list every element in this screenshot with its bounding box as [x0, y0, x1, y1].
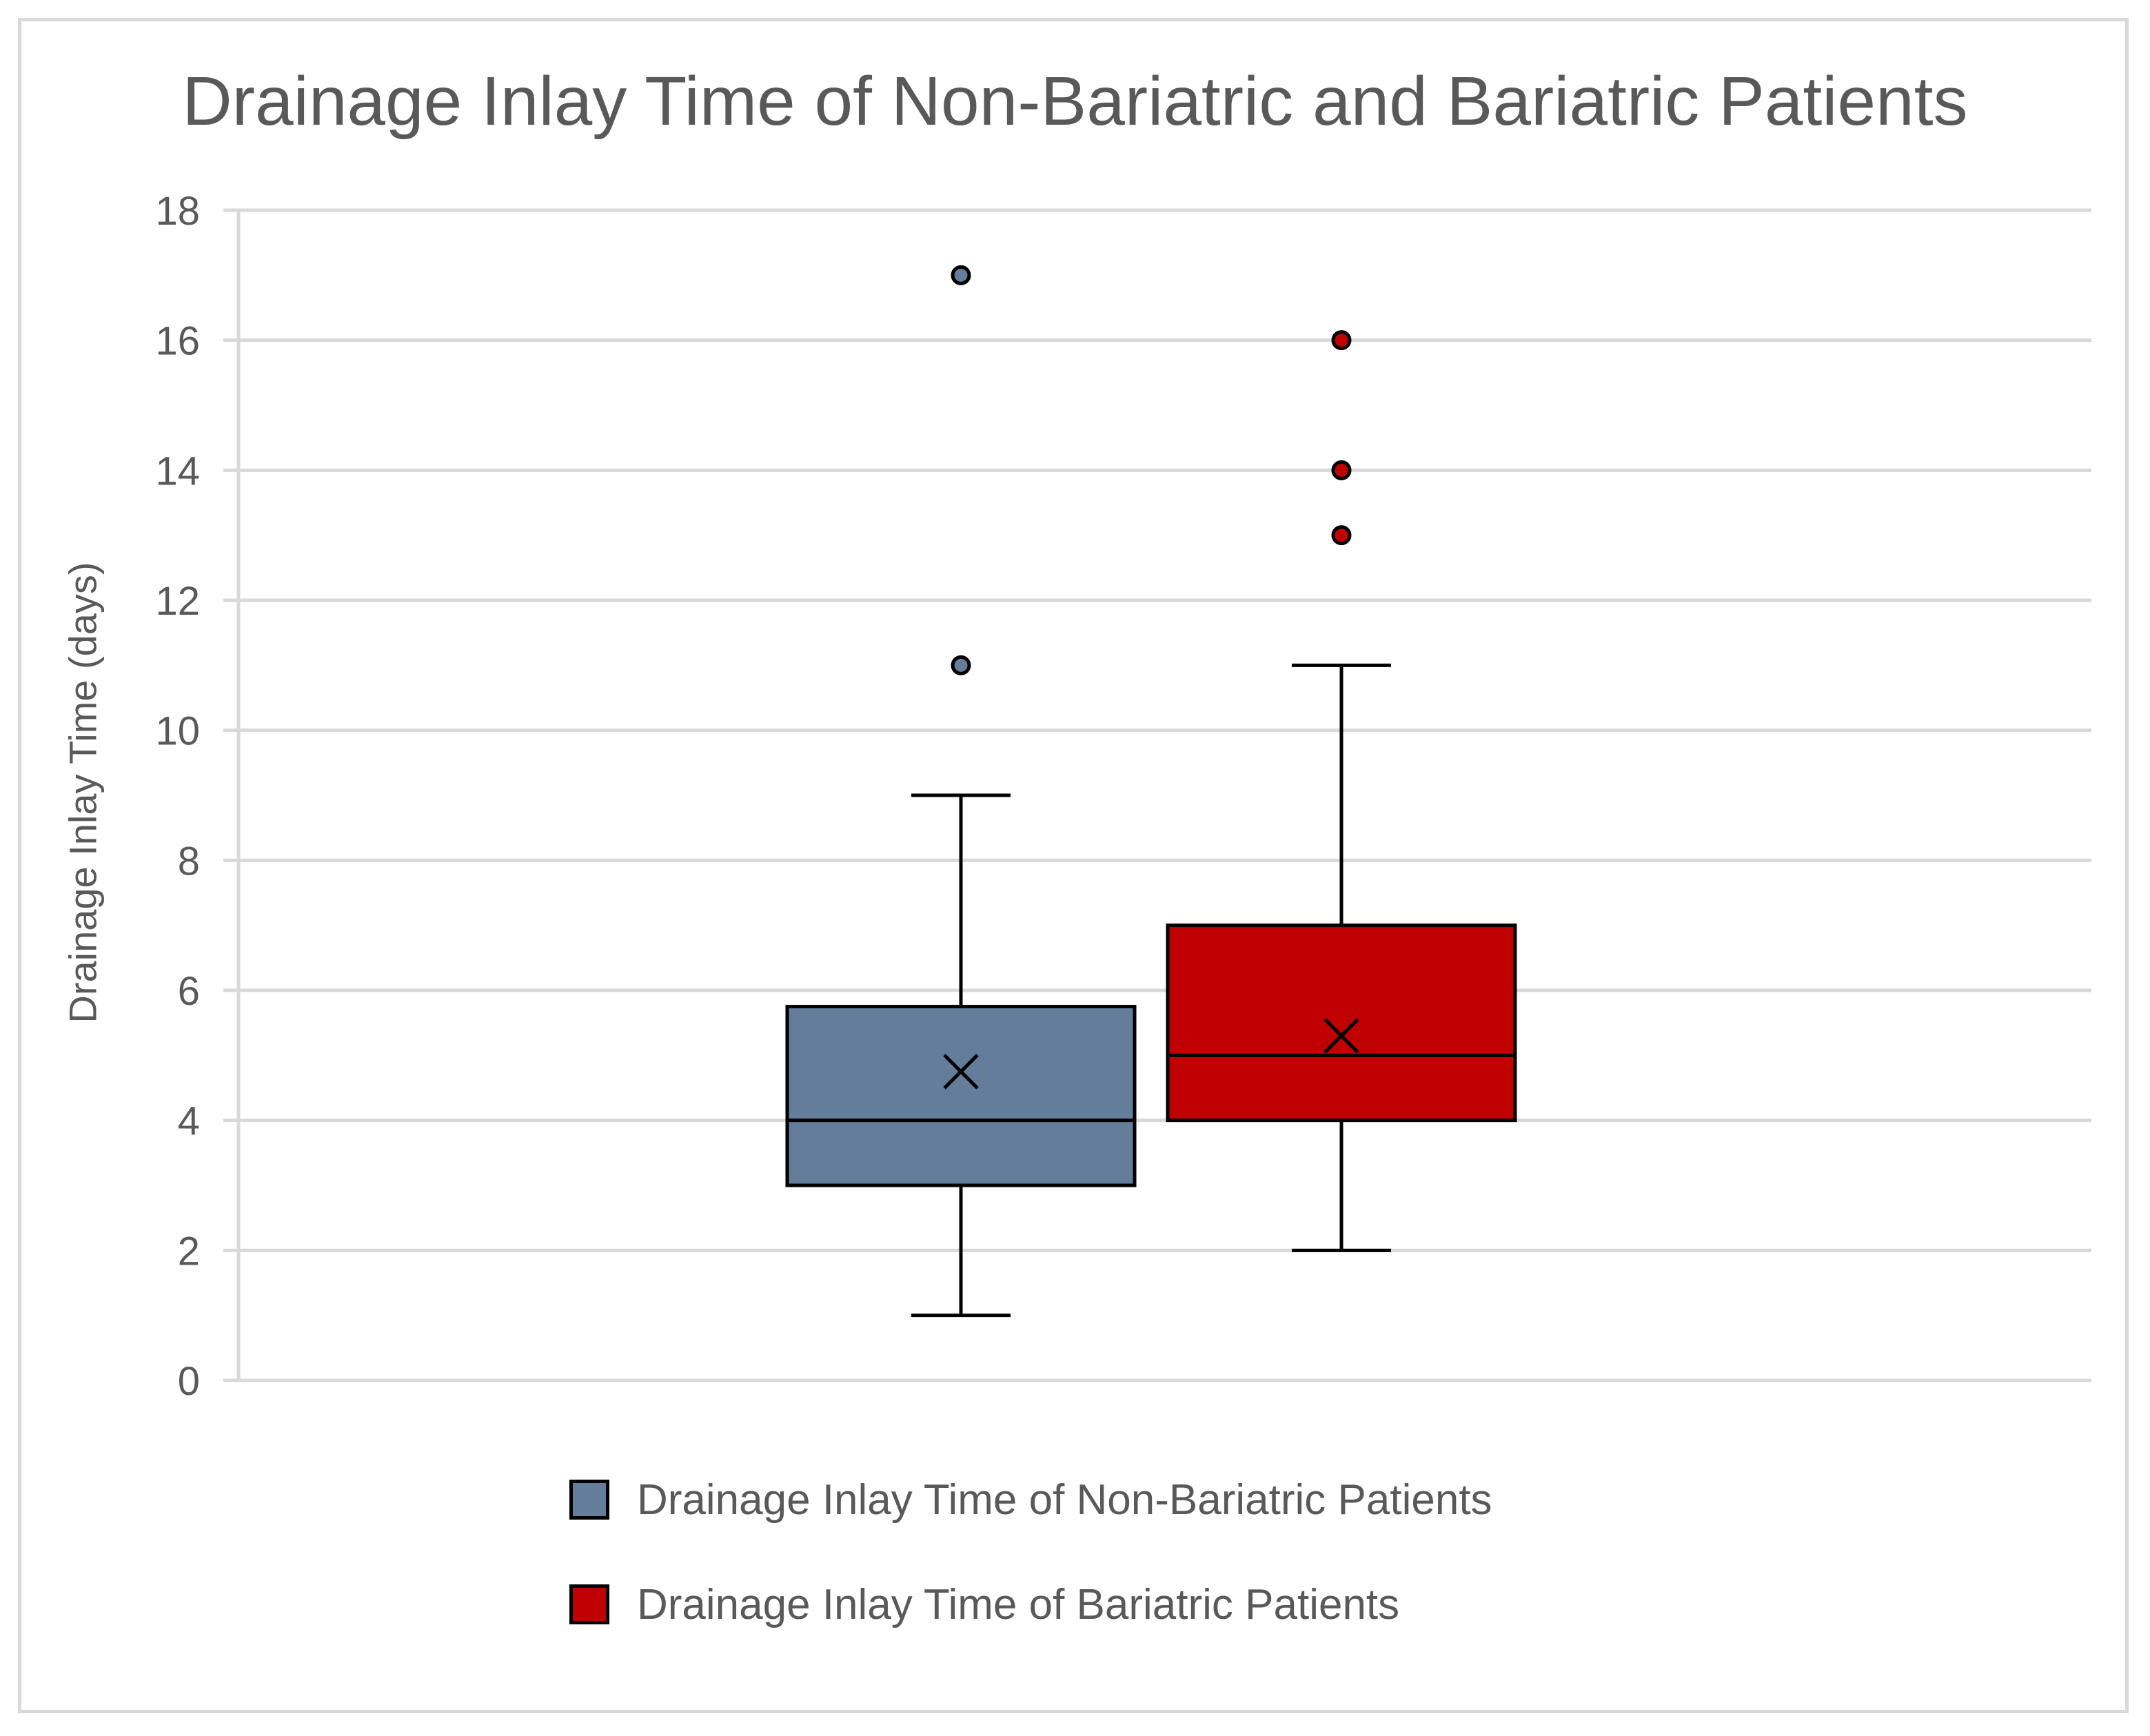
legend-swatch-non-bariatric: [569, 1480, 609, 1520]
mean-marker-stroke-b-bariatric: [1324, 1018, 1359, 1054]
outlier-point-bariatric-2: [1331, 330, 1352, 351]
box-non-bariatric: [785, 1005, 1137, 1187]
y-tick-label-4: 4: [178, 1099, 200, 1144]
legend-swatch-bariatric: [569, 1584, 609, 1624]
outlier-point-bariatric-1: [1331, 460, 1352, 480]
y-tick-label-10: 10: [155, 709, 200, 754]
mean-marker-non-bariatric: [943, 1054, 979, 1090]
y-tick-label-0: 0: [178, 1359, 200, 1404]
y-tick-label-14: 14: [155, 449, 200, 493]
chart-frame: [18, 18, 2129, 1713]
box-plot-bariatric: [1166, 330, 1517, 1252]
legend-item-non-bariatric[interactable]: Drainage Inlay Time of Non-Bariatric Pat…: [569, 1475, 1492, 1524]
outlier-point-bariatric-0: [1331, 525, 1352, 546]
box-plot-non-bariatric: [785, 265, 1137, 1318]
y-tick-label-6: 6: [178, 969, 200, 1014]
legend-label-non-bariatric: Drainage Inlay Time of Non-Bariatric Pat…: [637, 1475, 1492, 1524]
y-tick-label-12: 12: [155, 579, 200, 624]
gridlines: [223, 208, 2091, 1382]
legend: Drainage Inlay Time of Non-Bariatric Pat…: [569, 1475, 1492, 1684]
legend-label-bariatric: Drainage Inlay Time of Bariatric Patient…: [637, 1580, 1400, 1628]
outlier-point-non-bariatric-0: [951, 655, 971, 675]
y-tick-label-16: 16: [155, 319, 200, 364]
legend-item-bariatric[interactable]: Drainage Inlay Time of Bariatric Patient…: [569, 1580, 1492, 1629]
mean-marker-bariatric: [1324, 1018, 1359, 1054]
box-bariatric: [1166, 923, 1517, 1123]
outlier-point-non-bariatric-1: [951, 265, 971, 285]
y-tick-label-2: 2: [178, 1229, 200, 1274]
y-tick-label-18: 18: [155, 189, 200, 234]
mean-marker-stroke-b-non-bariatric: [943, 1054, 979, 1090]
box-plots: [785, 265, 1517, 1318]
chart-title: Drainage Inlay Time of Non-Bariatric and…: [182, 63, 1968, 140]
y-axis: 0 2 4 6 8 10 12 14 16 18: [155, 189, 241, 1404]
y-tick-label-8: 8: [178, 839, 200, 884]
